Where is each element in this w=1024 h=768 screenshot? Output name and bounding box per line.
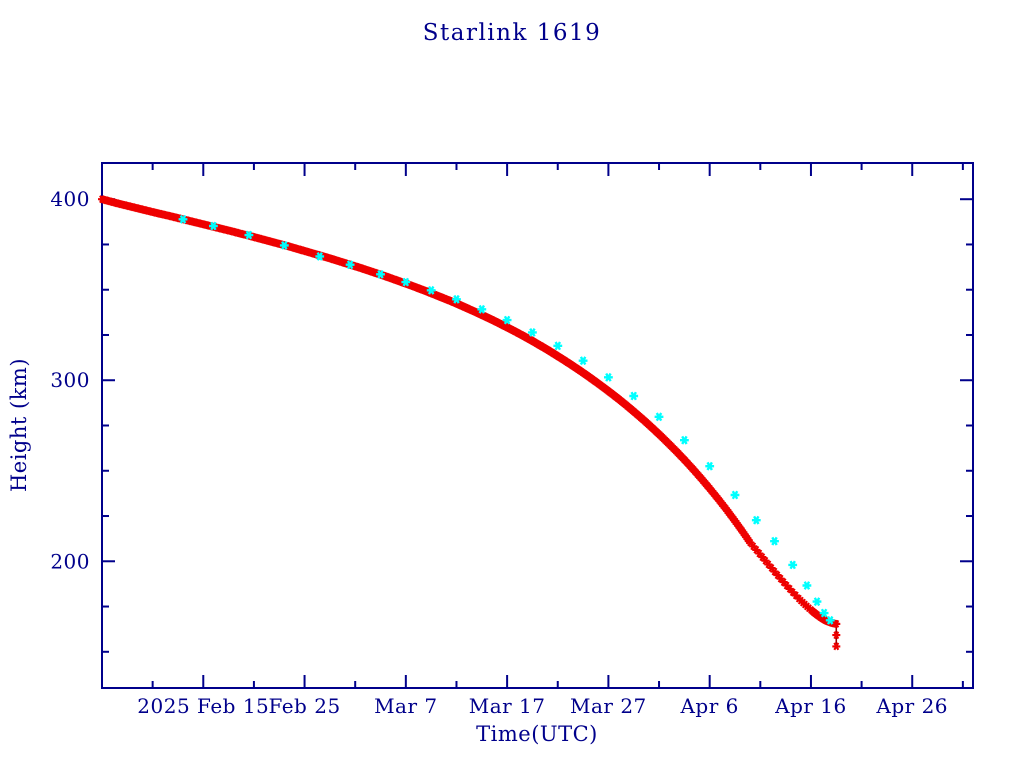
x-axis-title: Time(UTC) <box>476 722 598 746</box>
data-point-marker <box>832 631 841 640</box>
x-tick-label: 2025 Feb 15 <box>137 694 269 718</box>
data-point-marker-cyan <box>788 560 798 570</box>
x-tick-label: Feb 25 <box>268 694 340 718</box>
y-tick-label: 200 <box>50 549 90 573</box>
y-tick-label: 400 <box>50 187 90 211</box>
data-point-marker-cyan <box>802 581 812 590</box>
data-point-marker-cyan <box>279 240 289 250</box>
data-point-marker-cyan <box>629 391 639 401</box>
plot-frame <box>101 162 974 689</box>
data-point-marker-cyan <box>401 277 411 287</box>
data-point-marker-cyan <box>345 260 355 270</box>
data-point-marker-cyan <box>452 294 461 304</box>
data-point-marker-cyan <box>604 372 613 382</box>
data-point-marker-cyan <box>730 490 740 500</box>
data-point-marker-cyan <box>376 269 385 279</box>
height-trend-line <box>101 198 838 647</box>
x-tick-label: Apr 26 <box>875 694 948 718</box>
data-point-marker <box>832 619 841 628</box>
x-axis-ticks <box>151 163 964 688</box>
data-point-marker-cyan <box>315 252 325 261</box>
y-axis-title: Height (km) <box>7 358 31 492</box>
data-point-marker-cyan <box>502 315 512 325</box>
data-point-marker-cyan <box>819 608 829 618</box>
red-asterisk-markers <box>98 195 841 651</box>
data-point-marker-cyan <box>770 536 779 546</box>
y-axis-ticks <box>102 198 973 653</box>
data-point-marker-cyan <box>751 515 761 525</box>
data-point-marker-cyan <box>812 597 822 607</box>
x-tick-label: Apr 16 <box>774 694 847 718</box>
x-axis-tick-labels: 2025 Feb 15 Feb 25 Mar 7 Mar 17 Mar 27 Apr 6 A… <box>137 694 948 718</box>
data-point-marker-cyan <box>553 341 563 351</box>
data-point-marker-cyan <box>705 461 715 471</box>
data-point-marker-cyan <box>426 285 436 295</box>
data-point-marker-cyan <box>578 356 588 366</box>
data-point-marker <box>832 642 841 651</box>
y-tick-label: 300 <box>50 368 90 392</box>
x-tick-label: Mar 17 <box>469 694 546 718</box>
data-point-marker-cyan <box>178 214 188 224</box>
cyan-asterisk-markers <box>178 214 835 625</box>
x-tick-label: Mar 7 <box>374 694 438 718</box>
data-point-marker-cyan <box>244 230 254 240</box>
y-axis-tick-labels: 200 300 400 <box>50 187 90 573</box>
data-point-marker-cyan <box>477 304 487 314</box>
x-tick-label: Mar 27 <box>570 694 647 718</box>
data-point-marker-cyan <box>680 435 689 445</box>
x-tick-label: Apr 6 <box>679 694 738 718</box>
data-point-marker-cyan <box>528 328 537 337</box>
data-point-marker-cyan <box>209 221 218 231</box>
data-series-layer <box>98 195 841 651</box>
data-point-marker-cyan <box>654 412 664 422</box>
chart-title: Starlink 1619 <box>423 20 602 46</box>
data-point-marker-cyan <box>825 615 835 625</box>
